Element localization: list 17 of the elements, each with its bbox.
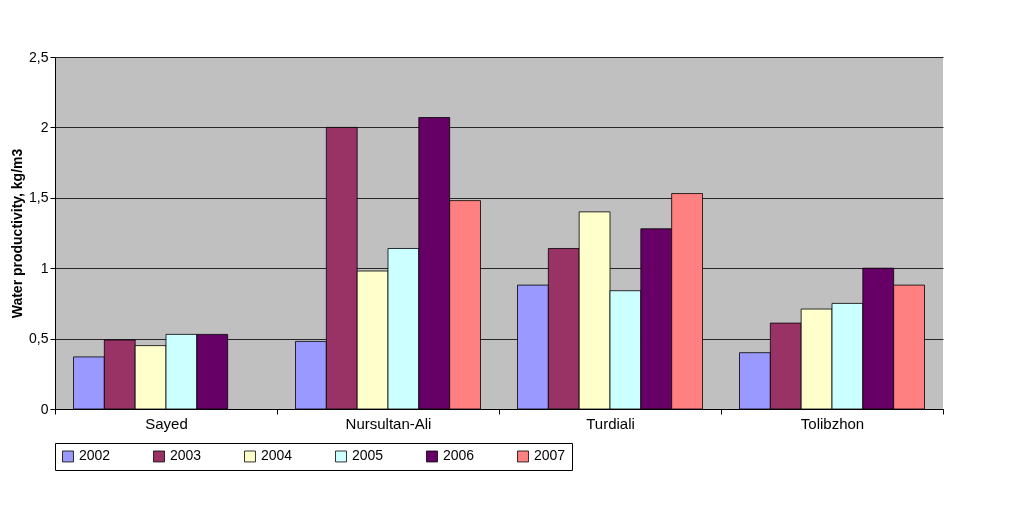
legend-label: 2006 bbox=[443, 447, 475, 464]
y-tick-label: 2,5 bbox=[29, 48, 49, 65]
legend-label: 2002 bbox=[79, 447, 111, 464]
x-tick-label: Turdiali bbox=[586, 414, 635, 432]
y-tick-label: 0 bbox=[40, 400, 49, 417]
x-tick-label: Sayed bbox=[145, 414, 188, 432]
y-tick-label: 0,5 bbox=[29, 330, 49, 347]
y-tick-label: 1,5 bbox=[29, 189, 49, 206]
legend-label: 2003 bbox=[170, 447, 202, 464]
y-axis-title: Water productivity, kg/m3 bbox=[9, 148, 26, 319]
legend-label: 2004 bbox=[261, 447, 293, 464]
x-tick-label: Tolibzhon bbox=[800, 414, 865, 432]
x-tick-label: Nursultan-Ali bbox=[345, 414, 432, 432]
legend-label: 2005 bbox=[352, 447, 384, 464]
legend-label: 2007 bbox=[534, 447, 566, 464]
y-tick-label: 1 bbox=[40, 259, 49, 276]
y-tick-label: 2 bbox=[40, 118, 49, 135]
